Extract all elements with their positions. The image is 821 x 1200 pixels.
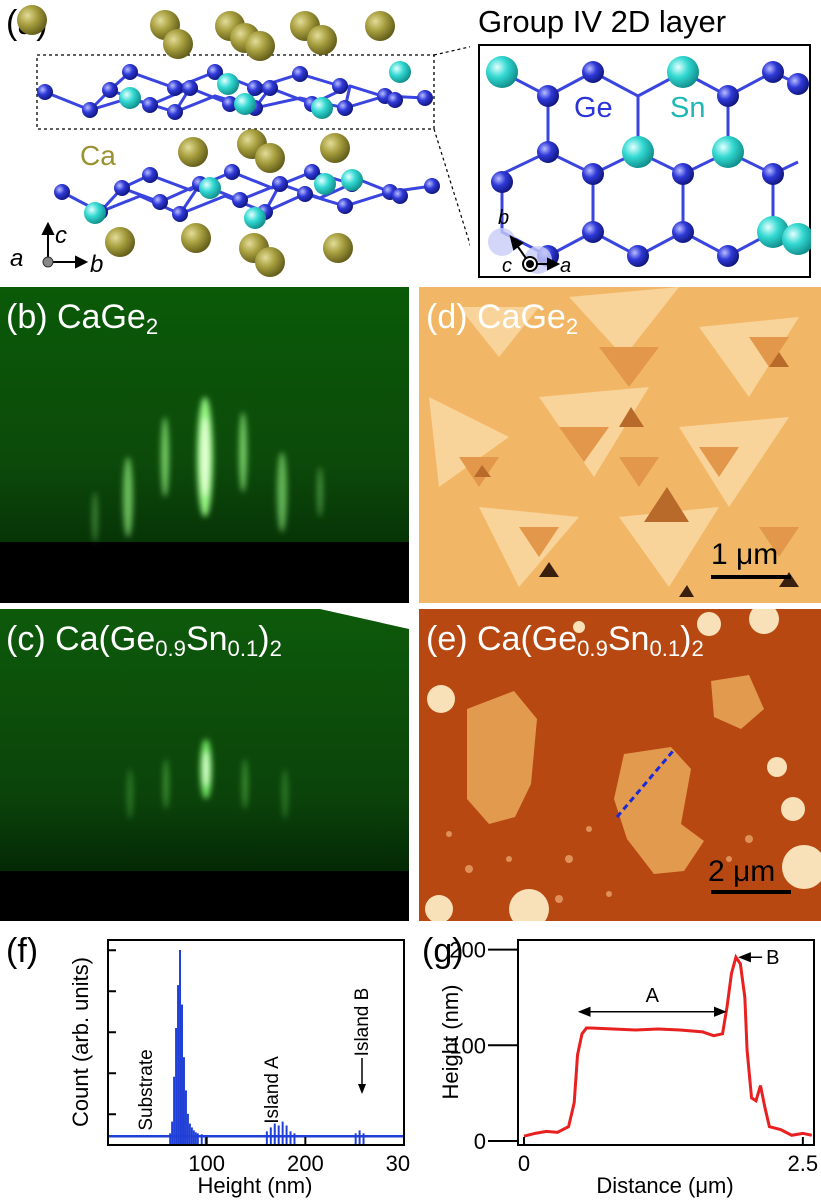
profile-x-axis-label: Distance (μm) bbox=[596, 1173, 733, 1198]
substrate-annotation: Substrate bbox=[136, 1049, 157, 1130]
histogram-bar-0 bbox=[169, 1133, 172, 1145]
sn-label: Sn bbox=[670, 92, 706, 124]
inset-axis-b: b bbox=[498, 207, 509, 229]
histogram-bar-5 bbox=[179, 950, 182, 1145]
histogram-x-tick-label-2: 300 bbox=[386, 1151, 410, 1176]
axis-c-label: c bbox=[55, 222, 67, 249]
histogram-y-axis-label: Count (arb. units) bbox=[68, 957, 93, 1127]
b-arrow bbox=[738, 952, 763, 963]
height-profile-line bbox=[523, 953, 813, 1138]
histogram-x-tick-label-0: 100 bbox=[188, 1151, 225, 1176]
crystal-structure-figure: c a b bbox=[10, 5, 470, 278]
profile-x-tick-label-1: 2.5 bbox=[788, 1151, 819, 1176]
histogram-frame bbox=[107, 939, 405, 1146]
sn-atoms bbox=[84, 61, 411, 229]
histogram-bar-24 bbox=[293, 1133, 296, 1145]
histogram-bar-3 bbox=[175, 1028, 178, 1145]
annotation-b: B bbox=[766, 947, 779, 969]
profile-y-tick-label-1: 100 bbox=[449, 1033, 486, 1058]
histogram-bar-7 bbox=[182, 1057, 185, 1145]
histogram-bar-12 bbox=[192, 1130, 195, 1145]
histogram-x-tick-label-1: 200 bbox=[287, 1151, 324, 1176]
histogram-bar-14 bbox=[196, 1133, 199, 1145]
ca-atoms bbox=[17, 5, 395, 277]
histogram-bar-10 bbox=[188, 1123, 191, 1145]
island-a-annotation: Island A bbox=[262, 1056, 283, 1124]
profile-frame bbox=[517, 939, 815, 1146]
inset-title: Group IV 2D layer bbox=[478, 4, 727, 39]
histogram-bar-13 bbox=[194, 1132, 197, 1145]
ge-label: Ge bbox=[574, 92, 613, 124]
histogram-bar-8 bbox=[184, 1090, 187, 1145]
panel-c-rheed bbox=[0, 609, 409, 921]
histogram-bar-17 bbox=[265, 1131, 268, 1145]
inset-axis-a: a bbox=[560, 255, 571, 277]
annotation-a: A bbox=[646, 985, 660, 1007]
panel-c-label: (c) Ca(Ge0.9Sn0.1)2 bbox=[6, 620, 282, 662]
profile-y-axis-label: Height (nm) bbox=[438, 985, 463, 1100]
histogram-bar-4 bbox=[177, 985, 180, 1145]
histogram-bar-2 bbox=[173, 1076, 176, 1145]
histogram-bar-26 bbox=[358, 1130, 361, 1145]
histogram-bar-19 bbox=[273, 1123, 276, 1145]
panel-b-rheed bbox=[0, 287, 409, 603]
height-histogram-chart: 100 200 300 Height (nm) Count (arb. units)… bbox=[68, 939, 410, 1198]
histogram-bar-15 bbox=[200, 1134, 203, 1145]
ge-atoms bbox=[37, 64, 440, 222]
panel-e-scalebar-label: 2 μm bbox=[708, 855, 776, 888]
panel-f-label: (f) bbox=[6, 932, 39, 970]
inset-axis-c: c bbox=[502, 255, 512, 277]
histogram-bar-25 bbox=[354, 1133, 357, 1145]
histogram-bar-27 bbox=[362, 1133, 365, 1145]
profile-y-tick-label-0: 0 bbox=[474, 1129, 486, 1154]
honeycomb-inset: b c a bbox=[478, 44, 811, 278]
histogram-x-axis-label: Height (nm) bbox=[198, 1173, 313, 1198]
panel-d-scalebar-label: 1 μm bbox=[711, 538, 779, 571]
panel-d-afm bbox=[419, 287, 821, 603]
axis-a-label: a bbox=[10, 245, 23, 272]
histogram-bar-6 bbox=[181, 1004, 183, 1145]
histogram-bar-21 bbox=[281, 1121, 284, 1145]
dashed-box bbox=[36, 54, 435, 130]
histogram-bar-23 bbox=[289, 1131, 292, 1145]
a-span-arrow bbox=[577, 1006, 727, 1017]
island-b-annotation: Island B bbox=[352, 988, 373, 1057]
panel-d-label: (d) CaGe2 bbox=[426, 298, 579, 340]
profile-y-tick-label-2: 200 bbox=[449, 938, 486, 963]
histogram-bar-9 bbox=[186, 1113, 189, 1145]
profile-x-tick-label-0: 0 bbox=[518, 1151, 530, 1176]
axis-triad bbox=[41, 221, 89, 269]
ca-label: Ca bbox=[80, 140, 116, 171]
panel-g-label: (g) bbox=[422, 932, 464, 970]
panel-e-label: (e) Ca(Ge0.9Sn0.1)2 bbox=[426, 620, 704, 662]
panel-e-afm bbox=[419, 609, 821, 921]
panel-b-label: (b) CaGe2 bbox=[6, 298, 159, 340]
axis-b-label: b bbox=[90, 251, 103, 278]
histogram-bar-1 bbox=[171, 1121, 174, 1145]
